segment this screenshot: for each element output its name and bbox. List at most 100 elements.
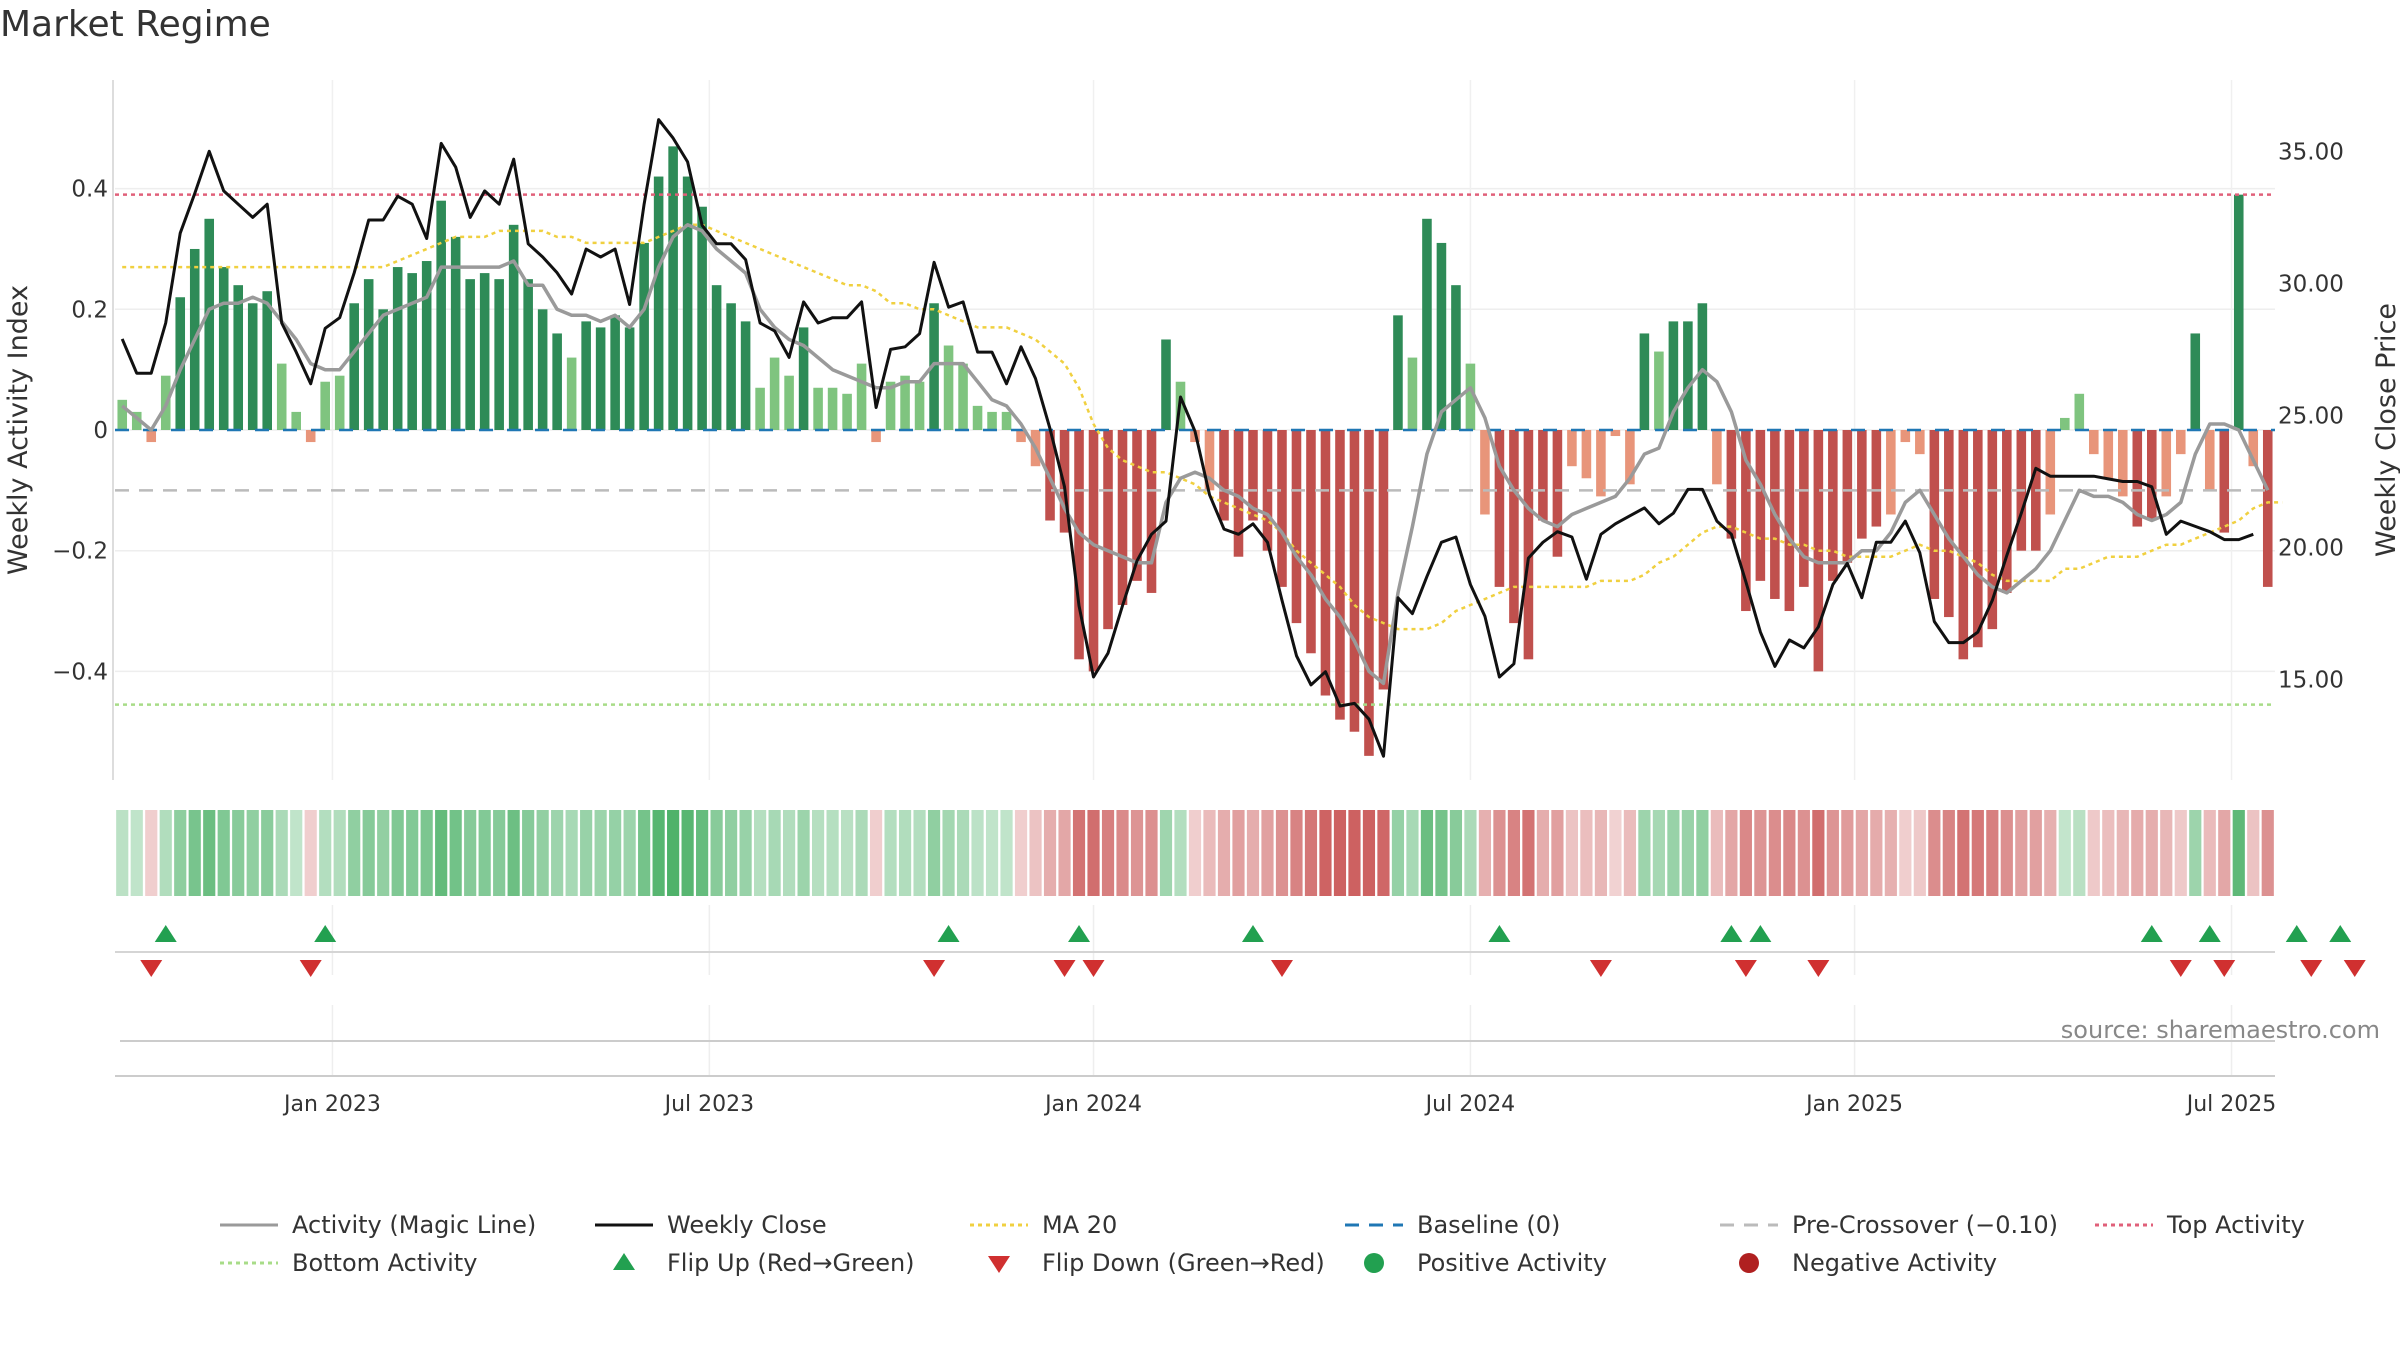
activity-bar — [2002, 430, 2012, 593]
activity-bar — [1001, 411, 1012, 430]
regime-strip-cell — [1870, 810, 1883, 896]
activity-bar — [1625, 430, 1635, 485]
activity-bar — [653, 176, 664, 430]
regime-strip-cell — [1145, 810, 1158, 896]
activity-bar — [1523, 430, 1534, 660]
x-tick-label: Jul 2025 — [2185, 1092, 2277, 1117]
legend-item: Positive Activity — [1364, 1249, 1607, 1277]
activity-bar — [1813, 430, 1824, 672]
regime-strip-cell — [1319, 810, 1332, 896]
activity-bar — [1132, 430, 1142, 581]
regime-strip-cell — [840, 810, 854, 896]
activity-bar — [2190, 333, 2201, 430]
activity-bar — [247, 303, 258, 430]
activity-bar — [1871, 430, 1882, 527]
activity-bar — [1248, 430, 1258, 521]
regime-strip-cell — [2145, 810, 2158, 896]
regime-strip-cell — [478, 810, 491, 896]
regime-strip-cell — [449, 810, 462, 896]
regime-strip-cell — [1420, 810, 1434, 896]
activity-bar — [2175, 430, 2186, 455]
x-tick-label: Jul 2023 — [663, 1092, 755, 1117]
regime-strip-cell — [1507, 810, 1521, 896]
activity-bar — [1074, 430, 1084, 660]
regime-strip-cell — [391, 810, 404, 896]
activity-bar — [1958, 430, 1969, 660]
regime-strip-cell — [464, 810, 477, 896]
regime-strip-cell — [420, 810, 433, 896]
magic-line — [121, 223, 2270, 686]
flip-up-marker — [314, 925, 337, 942]
regime-strip-cell — [1116, 810, 1129, 896]
activity-bar — [436, 200, 446, 430]
regime-strip-cell — [2261, 810, 2274, 896]
x-tick-label: Jul 2024 — [1424, 1092, 1516, 1117]
regime-strip-cell — [1580, 810, 1593, 896]
regime-strip-cell — [2174, 810, 2187, 896]
regime-strip-cell — [710, 810, 723, 896]
regime-strip-cell — [1072, 810, 1086, 896]
activity-bar — [1741, 430, 1751, 612]
regime-strip-cell — [1522, 810, 1535, 896]
regime-strip-cell — [1783, 810, 1796, 896]
regime-strip-cell — [1290, 810, 1303, 896]
activity-bar — [581, 321, 591, 430]
activity-bar — [276, 363, 287, 430]
activity-bar — [1233, 430, 1244, 557]
y2-tick-label: 30.00 — [2278, 271, 2344, 297]
activity-bar — [1799, 430, 1809, 587]
activity-bar — [1349, 430, 1360, 732]
activity-bar — [363, 279, 374, 430]
activity-bar — [1639, 333, 1650, 430]
regime-strip-cell — [1826, 810, 1839, 896]
regime-strip-cell — [565, 810, 578, 896]
regime-strip-cell — [2247, 810, 2260, 896]
regime-strip-cell — [1565, 810, 1579, 896]
flip-down-marker — [1053, 960, 1076, 977]
regime-strip-cell — [304, 810, 317, 896]
activity-bar — [1407, 357, 1418, 430]
activity-bar — [1364, 430, 1374, 756]
legend-label: MA 20 — [1042, 1211, 1117, 1239]
regime-strip-cell — [2029, 810, 2042, 896]
regime-strip-cell — [1652, 810, 1665, 896]
flip-down-marker — [1807, 960, 1830, 977]
regime-strip-cell — [246, 810, 259, 896]
flip-down-marker — [2343, 960, 2366, 977]
activity-bar — [726, 303, 736, 430]
regime-strip-cell — [2160, 810, 2173, 896]
regime-strip-cell — [1261, 810, 1274, 896]
activity-bar — [1668, 321, 1679, 430]
activity-bar — [1016, 430, 1026, 443]
activity-bar — [827, 387, 838, 430]
flip-down-marker — [1082, 960, 1105, 977]
activity-bar — [2262, 430, 2273, 587]
y-tick-label: −0.2 — [52, 539, 108, 565]
regime-strip-cell — [333, 810, 346, 896]
regime-strip-cell — [377, 810, 390, 896]
flip-up-marker — [2140, 925, 2163, 942]
activity-bar — [1915, 430, 1925, 455]
regime-strip-cell — [348, 810, 361, 896]
regime-strip-cell — [217, 810, 230, 896]
activity-bar — [262, 291, 272, 430]
regime-strip-cell — [1623, 810, 1636, 896]
regime-strip-cell — [174, 810, 187, 896]
activity-bar — [537, 309, 548, 430]
legend-swatch — [1739, 1253, 1759, 1273]
legend-swatch — [1364, 1253, 1384, 1273]
activity-bar — [842, 393, 852, 430]
activity-bar — [1712, 430, 1722, 485]
regime-strip-cell — [435, 810, 448, 896]
activity-bar — [1973, 430, 1983, 648]
activity-bar — [1552, 430, 1563, 557]
activity-bar — [697, 206, 707, 430]
x-tick-label: Jan 2024 — [1043, 1092, 1142, 1117]
activity-bar — [1654, 351, 1664, 430]
activity-bar — [320, 381, 330, 430]
activity-bar — [204, 218, 215, 430]
legend-item: Activity (Magic Line) — [220, 1211, 536, 1239]
regime-strip-cell — [681, 810, 694, 896]
regime-strip-cell — [522, 810, 535, 896]
legend-label: Flip Down (Green→Red) — [1042, 1249, 1325, 1277]
